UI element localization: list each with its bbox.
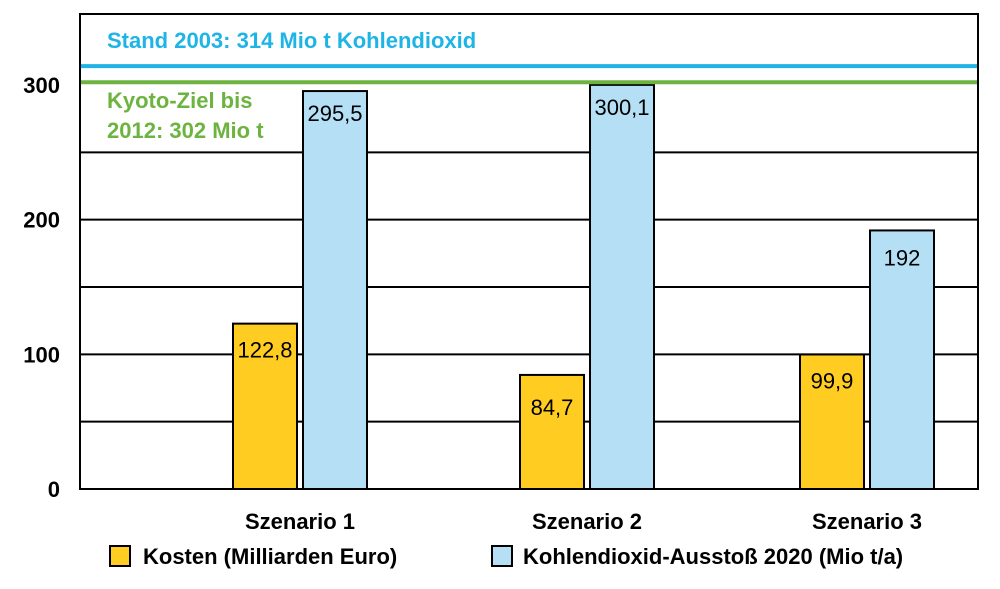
data-label-s1-2: 84,7 <box>531 395 574 420</box>
bar-s1-3 <box>799 353 865 490</box>
reference-label-314-1: Stand 2003: 314 Mio t Kohlendioxid <box>107 28 476 53</box>
data-label-s1-3: 99,9 <box>811 368 854 393</box>
bar-s2-1 <box>302 90 368 490</box>
data-label-s2-3: 192 <box>884 245 921 270</box>
category-label-2: Szenario 2 <box>532 509 642 534</box>
legend-swatch-1 <box>109 545 131 567</box>
legend-label-2: Kohlendioxid-Ausstoß 2020 (Mio t/a) <box>523 544 903 569</box>
bar-s1-1 <box>232 322 298 490</box>
bars-layer: 122,8 295,5 84,7 300,1 99,9 192 <box>232 83 935 491</box>
reference-label-302-2: 2012: 302 Mio t <box>107 118 264 143</box>
y-tick-label-200: 200 <box>23 208 60 233</box>
y-tick-label-0: 0 <box>48 477 60 502</box>
data-label-s2-2: 300,1 <box>594 95 649 120</box>
y-tick-label-100: 100 <box>23 342 60 367</box>
category-label-1: Szenario 1 <box>245 509 355 534</box>
legend-label-1: Kosten (Milliarden Euro) <box>143 544 397 569</box>
reference-lines-layer: Stand 2003: 314 Mio t Kohlendioxid Kyoto-… <box>80 28 978 143</box>
legend-swatch-2 <box>491 545 513 567</box>
category-label-3: Szenario 3 <box>812 509 922 534</box>
y-tick-label-300: 300 <box>23 73 60 98</box>
reference-label-302-1: Kyoto-Ziel bis <box>107 88 252 113</box>
bar-s1-2 <box>519 373 585 491</box>
bar-s2-2 <box>589 83 655 491</box>
data-label-s2-1: 295,5 <box>307 101 362 126</box>
data-label-s1-1: 122,8 <box>237 338 292 363</box>
legend: Kosten (Milliarden Euro) Kohlendioxid-Aus… <box>109 544 903 569</box>
plot-frame <box>79 13 979 490</box>
axis-layer: 0 100 200 300 Szenario 1 Szenario 2 Szenario 3 <box>23 13 979 534</box>
